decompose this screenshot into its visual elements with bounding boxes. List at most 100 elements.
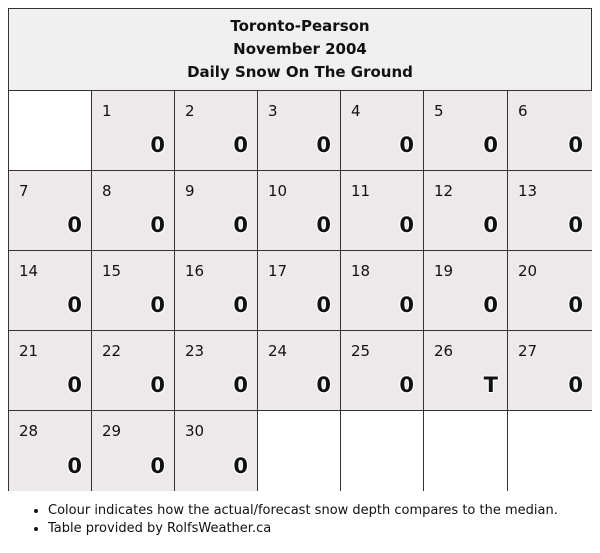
day-number: 15 [102, 262, 122, 280]
snow-depth-value: 0 [316, 213, 331, 237]
snow-depth-value: 0 [150, 133, 165, 157]
day-number: 7 [19, 182, 29, 200]
day-number: 3 [268, 102, 278, 120]
snow-depth-value: 0 [150, 454, 165, 478]
station-title: Toronto-Pearson [230, 17, 370, 35]
snow-depth-value: 0 [67, 213, 82, 237]
day-number: 19 [434, 262, 454, 280]
day-cell: 29 0 [92, 411, 175, 491]
day-number: 16 [185, 262, 205, 280]
snow-depth-value: 0 [568, 133, 583, 157]
day-number: 8 [102, 182, 112, 200]
day-cell: 10 0 [258, 171, 341, 251]
day-cell: 18 0 [341, 251, 424, 331]
day-number: 30 [185, 422, 205, 440]
day-cell: 23 0 [175, 331, 258, 411]
day-cell: 17 0 [258, 251, 341, 331]
day-number: 11 [351, 182, 371, 200]
snow-depth-value: 0 [150, 373, 165, 397]
day-number: 21 [19, 342, 39, 360]
day-cell: 26 T [424, 331, 508, 411]
month-title: November 2004 [233, 40, 367, 58]
snow-depth-value: 0 [399, 293, 414, 317]
day-number: 23 [185, 342, 205, 360]
snow-depth-value: 0 [233, 133, 248, 157]
day-number: 26 [434, 342, 454, 360]
snow-calendar: Toronto-Pearson November 2004 Daily Snow… [8, 8, 592, 491]
calendar-grid: 1 0 2 0 3 0 4 0 5 0 6 0 7 0 8 0 9 0 10 0 11 0 12 0 13 0 14 0 15 0 16 0 1… [9, 91, 592, 491]
day-cell: 16 0 [175, 251, 258, 331]
day-number: 17 [268, 262, 288, 280]
day-cell: 24 0 [258, 331, 341, 411]
day-number: 9 [185, 182, 195, 200]
snow-depth-value: 0 [399, 133, 414, 157]
day-number: 22 [102, 342, 122, 360]
snow-depth-value: 0 [568, 293, 583, 317]
note-item: Colour indicates how the actual/forecast… [48, 502, 558, 520]
day-number: 29 [102, 422, 122, 440]
empty-cell [424, 411, 508, 491]
snow-depth-value: 0 [483, 213, 498, 237]
snow-depth-value: 0 [568, 213, 583, 237]
snow-depth-value: 0 [399, 213, 414, 237]
day-cell: 11 0 [341, 171, 424, 251]
day-cell: 19 0 [424, 251, 508, 331]
day-number: 25 [351, 342, 371, 360]
notes-list: Colour indicates how the actual/forecast… [26, 502, 558, 538]
day-number: 14 [19, 262, 39, 280]
day-number: 12 [434, 182, 454, 200]
calendar-header: Toronto-Pearson November 2004 Daily Snow… [9, 9, 591, 91]
snow-depth-value: 0 [568, 373, 583, 397]
day-number: 10 [268, 182, 288, 200]
snow-depth-value: 0 [233, 373, 248, 397]
day-cell: 20 0 [508, 251, 592, 331]
day-cell: 13 0 [508, 171, 592, 251]
snow-depth-value: 0 [483, 133, 498, 157]
snow-depth-value: 0 [67, 293, 82, 317]
empty-cell [258, 411, 341, 491]
day-number: 5 [434, 102, 444, 120]
snow-depth-value: 0 [233, 213, 248, 237]
day-cell: 22 0 [92, 331, 175, 411]
day-number: 13 [518, 182, 538, 200]
day-number: 18 [351, 262, 371, 280]
day-cell: 25 0 [341, 331, 424, 411]
snow-depth-value: 0 [233, 293, 248, 317]
day-cell: 21 0 [9, 331, 92, 411]
snow-depth-value: 0 [316, 293, 331, 317]
day-number: 4 [351, 102, 361, 120]
snow-depth-value: 0 [399, 373, 414, 397]
day-cell: 30 0 [175, 411, 258, 491]
snow-depth-value: 0 [483, 293, 498, 317]
day-number: 1 [102, 102, 112, 120]
snow-depth-value: 0 [67, 373, 82, 397]
day-number: 2 [185, 102, 195, 120]
day-cell: 28 0 [9, 411, 92, 491]
day-number: 27 [518, 342, 538, 360]
day-number: 28 [19, 422, 39, 440]
day-number: 6 [518, 102, 528, 120]
empty-cell [508, 411, 592, 491]
snow-depth-value: 0 [316, 373, 331, 397]
snow-depth-value: 0 [67, 454, 82, 478]
note-item: Table provided by RolfsWeather.ca [48, 520, 558, 538]
day-cell: 12 0 [424, 171, 508, 251]
snow-depth-value: T [483, 373, 498, 397]
day-number: 24 [268, 342, 288, 360]
day-cell: 14 0 [9, 251, 92, 331]
empty-cell [341, 411, 424, 491]
day-cell: 27 0 [508, 331, 592, 411]
empty-cell [9, 91, 92, 171]
day-cell: 15 0 [92, 251, 175, 331]
snow-depth-value: 0 [150, 213, 165, 237]
calendar-subtitle: Daily Snow On The Ground [187, 63, 413, 81]
